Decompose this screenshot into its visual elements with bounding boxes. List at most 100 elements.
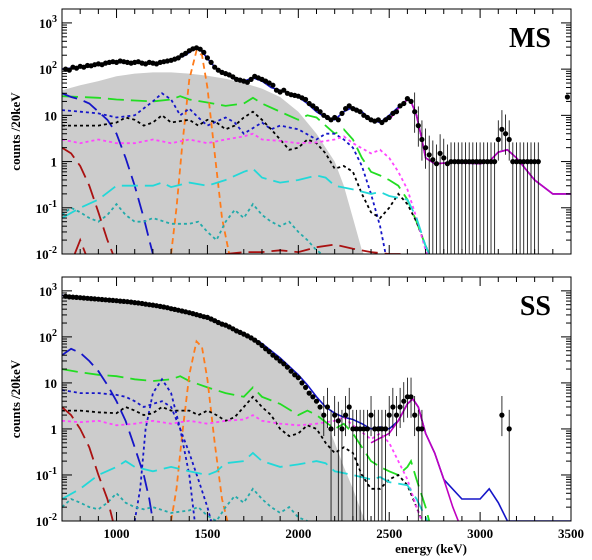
data-point xyxy=(437,150,443,156)
data-point xyxy=(263,346,269,352)
plot-area xyxy=(62,45,571,254)
y-axis-title: counts /20keV xyxy=(8,92,23,171)
data-point xyxy=(343,412,349,418)
data-point xyxy=(270,352,276,358)
data-point xyxy=(390,404,396,410)
data-point xyxy=(324,404,330,410)
data-point xyxy=(393,412,400,418)
data-point xyxy=(357,109,363,115)
data-point xyxy=(441,155,447,161)
y-tick-label: 102 xyxy=(39,328,57,345)
data-point xyxy=(448,159,454,165)
data-point xyxy=(423,145,429,151)
data-point xyxy=(415,426,421,432)
data-point xyxy=(266,349,272,355)
plot-area xyxy=(62,293,571,521)
data-point xyxy=(419,136,425,143)
data-point xyxy=(317,404,323,410)
series-black_dot xyxy=(62,110,431,254)
data-point xyxy=(412,412,418,418)
data-point xyxy=(463,159,469,165)
y-tick-exponent: 3 xyxy=(52,14,57,25)
data-point xyxy=(397,103,403,109)
data-point xyxy=(306,100,312,107)
data-point xyxy=(386,412,392,418)
data-point xyxy=(259,342,265,349)
data-point xyxy=(517,159,523,165)
series-magenta xyxy=(62,414,423,521)
data-point xyxy=(92,296,98,302)
y-tick-base: 10 xyxy=(39,62,52,77)
series-cyan_long xyxy=(62,167,431,254)
data-point xyxy=(208,59,214,65)
data-point xyxy=(372,426,378,432)
y-tick-base: 10 xyxy=(39,284,52,299)
y-tick-exponent: 2 xyxy=(52,60,57,71)
data-point xyxy=(433,161,440,167)
series-gray xyxy=(62,72,364,254)
data-point xyxy=(281,87,287,93)
data-point xyxy=(375,117,381,123)
data-point xyxy=(328,426,334,432)
data-point xyxy=(510,159,516,165)
data-point xyxy=(404,96,410,102)
series-blue_short xyxy=(62,389,212,521)
data-point xyxy=(328,117,334,123)
data-point xyxy=(350,426,356,432)
data-point xyxy=(244,79,250,85)
data-point xyxy=(481,159,487,165)
data-point xyxy=(466,159,472,165)
data-point xyxy=(379,119,385,126)
panel-label: SS xyxy=(520,291,551,322)
data-point xyxy=(284,364,290,370)
data-point xyxy=(270,82,276,88)
data-point xyxy=(455,159,461,165)
y-tick-label: 10 xyxy=(44,376,57,391)
data-point xyxy=(346,103,352,109)
data-point xyxy=(499,412,505,418)
data-point xyxy=(459,159,465,165)
data-point xyxy=(368,412,374,418)
data-point xyxy=(306,390,312,396)
y-tick-exponent: -1 xyxy=(49,466,57,477)
x-tick-label: 1000 xyxy=(104,526,130,541)
series-cyan_dot xyxy=(62,487,308,521)
y-tick-exponent: -1 xyxy=(49,199,57,210)
series-green xyxy=(62,368,431,521)
y-tick-exponent: 3 xyxy=(52,282,57,293)
data-point xyxy=(303,384,309,390)
y-tick-base: 1 xyxy=(51,422,58,437)
y-tick-label: 1 xyxy=(51,422,58,437)
series-cyan_long xyxy=(62,451,429,521)
data-point xyxy=(506,426,512,432)
y-tick-base: 10 xyxy=(39,16,52,31)
series-purple xyxy=(370,397,460,521)
data-point xyxy=(281,361,287,367)
data-point xyxy=(375,426,381,432)
x-tick-label: 3500 xyxy=(558,526,584,541)
data-point xyxy=(528,159,534,165)
series-cyan_dot xyxy=(62,202,323,254)
y-tick-base: 10 xyxy=(44,376,57,391)
data-point xyxy=(364,426,370,432)
y-tick-base: 10 xyxy=(36,468,49,483)
data-point xyxy=(408,394,414,400)
data-point xyxy=(292,372,298,378)
series-orange xyxy=(170,339,229,521)
data-point xyxy=(361,426,367,432)
data-point xyxy=(288,368,294,374)
data-point xyxy=(335,418,341,424)
data-point xyxy=(335,117,341,123)
series-blue_short_2 xyxy=(133,377,196,521)
data-point xyxy=(477,159,483,165)
data-point xyxy=(313,106,320,112)
y-tick-label: 10 xyxy=(44,108,57,123)
y-tick-exponent: 2 xyxy=(52,328,57,339)
data-point xyxy=(339,426,345,432)
data-point xyxy=(343,106,349,112)
data-point xyxy=(339,110,345,116)
data-point xyxy=(277,358,283,364)
data-point xyxy=(310,394,316,400)
series-darkred_tail xyxy=(225,243,408,254)
y-tick-exponent: -2 xyxy=(49,245,57,256)
